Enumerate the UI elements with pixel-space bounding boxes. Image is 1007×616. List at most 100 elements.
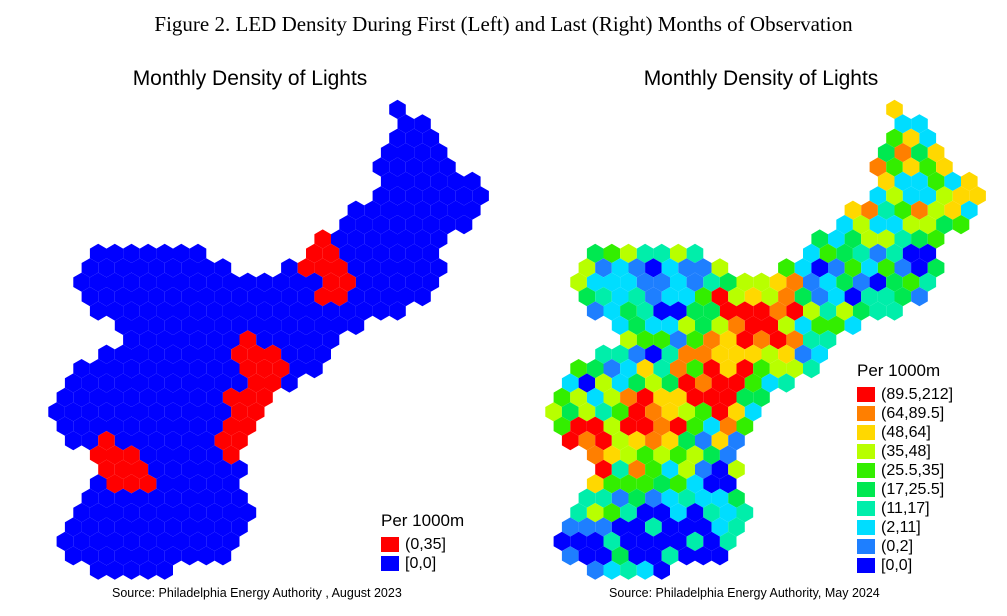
hex-cell (98, 287, 115, 307)
hex-cell (686, 359, 704, 379)
hex-cell (636, 445, 654, 465)
hex-cell (73, 272, 90, 292)
hex-cell (289, 359, 306, 379)
hex-cell (114, 315, 132, 335)
hex-cell (719, 359, 737, 379)
hex-cell (586, 272, 604, 292)
hex-cell (73, 359, 90, 379)
hex-cell (728, 459, 745, 479)
hex-cell (306, 359, 323, 379)
hex-cell (670, 503, 687, 523)
hex-cell (89, 387, 107, 407)
hex-cell (678, 258, 695, 278)
hex-cell (81, 373, 99, 393)
hex-cell (645, 402, 662, 422)
legend-item: (17,25.5] (857, 480, 953, 499)
hex-cell (936, 157, 953, 177)
hex-cell (89, 560, 107, 580)
hex-cell (198, 546, 215, 566)
hex-cell (603, 560, 621, 580)
hex-cell (711, 488, 729, 508)
hex-cell (214, 344, 232, 364)
hex-cell (736, 503, 754, 523)
hex-cell (131, 546, 149, 566)
hex-cell (331, 287, 348, 307)
hex-cell (703, 272, 720, 292)
hex-cell (297, 344, 315, 364)
hex-cell (728, 431, 745, 451)
hex-cell (139, 272, 157, 292)
hex-cell (811, 229, 828, 249)
hex-cell (844, 315, 862, 335)
hex-cell (264, 287, 282, 307)
hex-cell (414, 114, 431, 134)
hex-cell (678, 402, 695, 422)
hex-cell (339, 272, 356, 292)
hex-cell (397, 200, 415, 220)
hex-cell (769, 301, 787, 321)
hex-cell (653, 531, 670, 551)
hex-cell (139, 531, 157, 551)
hex-cell (711, 546, 729, 566)
hex-cell (661, 488, 679, 508)
hex-cell (886, 243, 903, 263)
legend-label: (2,11] (881, 518, 921, 536)
hex-cell (98, 488, 115, 508)
hex-cell (595, 546, 612, 566)
hex-cell (198, 488, 215, 508)
hex-cell (106, 474, 124, 494)
legend-item: (0,2] (857, 537, 953, 556)
hex-cell (256, 359, 273, 379)
hex-cell (686, 474, 704, 494)
hex-cell (405, 243, 423, 263)
hex-cell (661, 517, 679, 537)
hex-cell (794, 258, 812, 278)
hex-cell (761, 287, 779, 307)
hex-cell (636, 301, 654, 321)
hex-cell (164, 344, 182, 364)
hex-cell (578, 431, 596, 451)
hex-cell (164, 431, 182, 451)
hex-cell (586, 503, 604, 523)
hex-cell (944, 171, 961, 191)
hex-cell (927, 200, 945, 220)
hex-cell (611, 459, 629, 479)
hex-cell (695, 373, 712, 393)
hex-cell (98, 344, 115, 364)
hex-cell (969, 186, 986, 206)
hex-cell (636, 243, 654, 263)
hex-cell (164, 402, 182, 422)
hex-cell (645, 431, 662, 451)
hex-cell (98, 431, 115, 451)
hex-cell (372, 272, 390, 292)
hex-cell (123, 359, 140, 379)
hex-cell (106, 387, 124, 407)
hex-cell (686, 416, 704, 436)
hex-cell (156, 243, 173, 263)
hex-cell (64, 402, 82, 422)
legend-swatch (381, 537, 399, 552)
hex-cell (894, 143, 912, 163)
hex-cell (372, 157, 390, 177)
hex-cell (628, 488, 646, 508)
hex-cell (164, 258, 182, 278)
hex-cell (711, 344, 729, 364)
hex-cell (636, 503, 654, 523)
legend-label: [0,0] (405, 554, 437, 572)
hex-cell (281, 344, 298, 364)
hex-cell (678, 546, 695, 566)
hex-cell (214, 287, 232, 307)
hex-cell (422, 215, 440, 235)
hex-cell (447, 200, 464, 220)
hex-cell (911, 114, 928, 134)
left-legend-title: Per 1000m (381, 511, 465, 530)
hex-cell (711, 287, 729, 307)
hex-cell (256, 301, 273, 321)
hex-cell (89, 243, 107, 263)
hex-cell (886, 128, 903, 148)
hex-cell (603, 445, 621, 465)
hex-cell (156, 330, 173, 350)
hex-cell (836, 243, 853, 263)
hex-cell (586, 416, 604, 436)
hex-cell (936, 215, 953, 235)
